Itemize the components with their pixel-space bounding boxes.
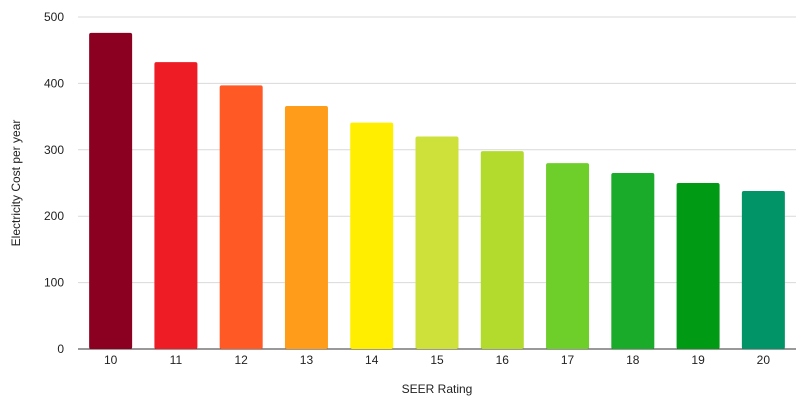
x-tick-label: 11 xyxy=(170,353,183,367)
y-tick-label: 400 xyxy=(44,76,64,90)
y-tick-label: 0 xyxy=(57,342,64,356)
x-tick-label: 15 xyxy=(430,353,444,367)
y-axis-ticks: 0 100 200 300 400 500 xyxy=(44,10,64,356)
bar-seer-11 xyxy=(154,62,198,349)
x-tick-label: 16 xyxy=(496,353,510,367)
bar-seer-19 xyxy=(676,183,720,349)
x-tick-label: 17 xyxy=(561,353,575,367)
x-tick-label: 10 xyxy=(104,353,118,367)
x-tick-label: 19 xyxy=(691,353,705,367)
x-tick-label: 18 xyxy=(626,353,640,367)
bar-seer-10 xyxy=(89,32,133,349)
x-tick-label: 13 xyxy=(300,353,314,367)
y-tick-label: 100 xyxy=(44,276,64,290)
x-tick-label: 14 xyxy=(365,353,379,367)
x-tick-label: 20 xyxy=(757,353,771,367)
bar-seer-20 xyxy=(741,190,785,349)
bar-seer-14 xyxy=(350,122,394,350)
x-tick-label: 12 xyxy=(235,353,249,367)
y-tick-label: 500 xyxy=(44,10,64,24)
bar-seer-13 xyxy=(284,105,328,349)
bar-seer-15 xyxy=(415,136,459,349)
bar-seer-12 xyxy=(219,85,263,349)
bar-seer-17 xyxy=(546,163,590,349)
bar-seer-18 xyxy=(611,173,655,349)
y-tick-label: 300 xyxy=(44,143,64,157)
bar-seer-16 xyxy=(480,151,524,349)
y-axis-title: Electricity Cost per year xyxy=(9,120,23,247)
x-axis-ticks: 10 11 12 13 14 15 16 17 18 19 20 xyxy=(104,353,770,367)
bars xyxy=(89,32,785,350)
y-tick-label: 200 xyxy=(44,209,64,223)
x-axis-title: SEER Rating xyxy=(402,382,473,396)
